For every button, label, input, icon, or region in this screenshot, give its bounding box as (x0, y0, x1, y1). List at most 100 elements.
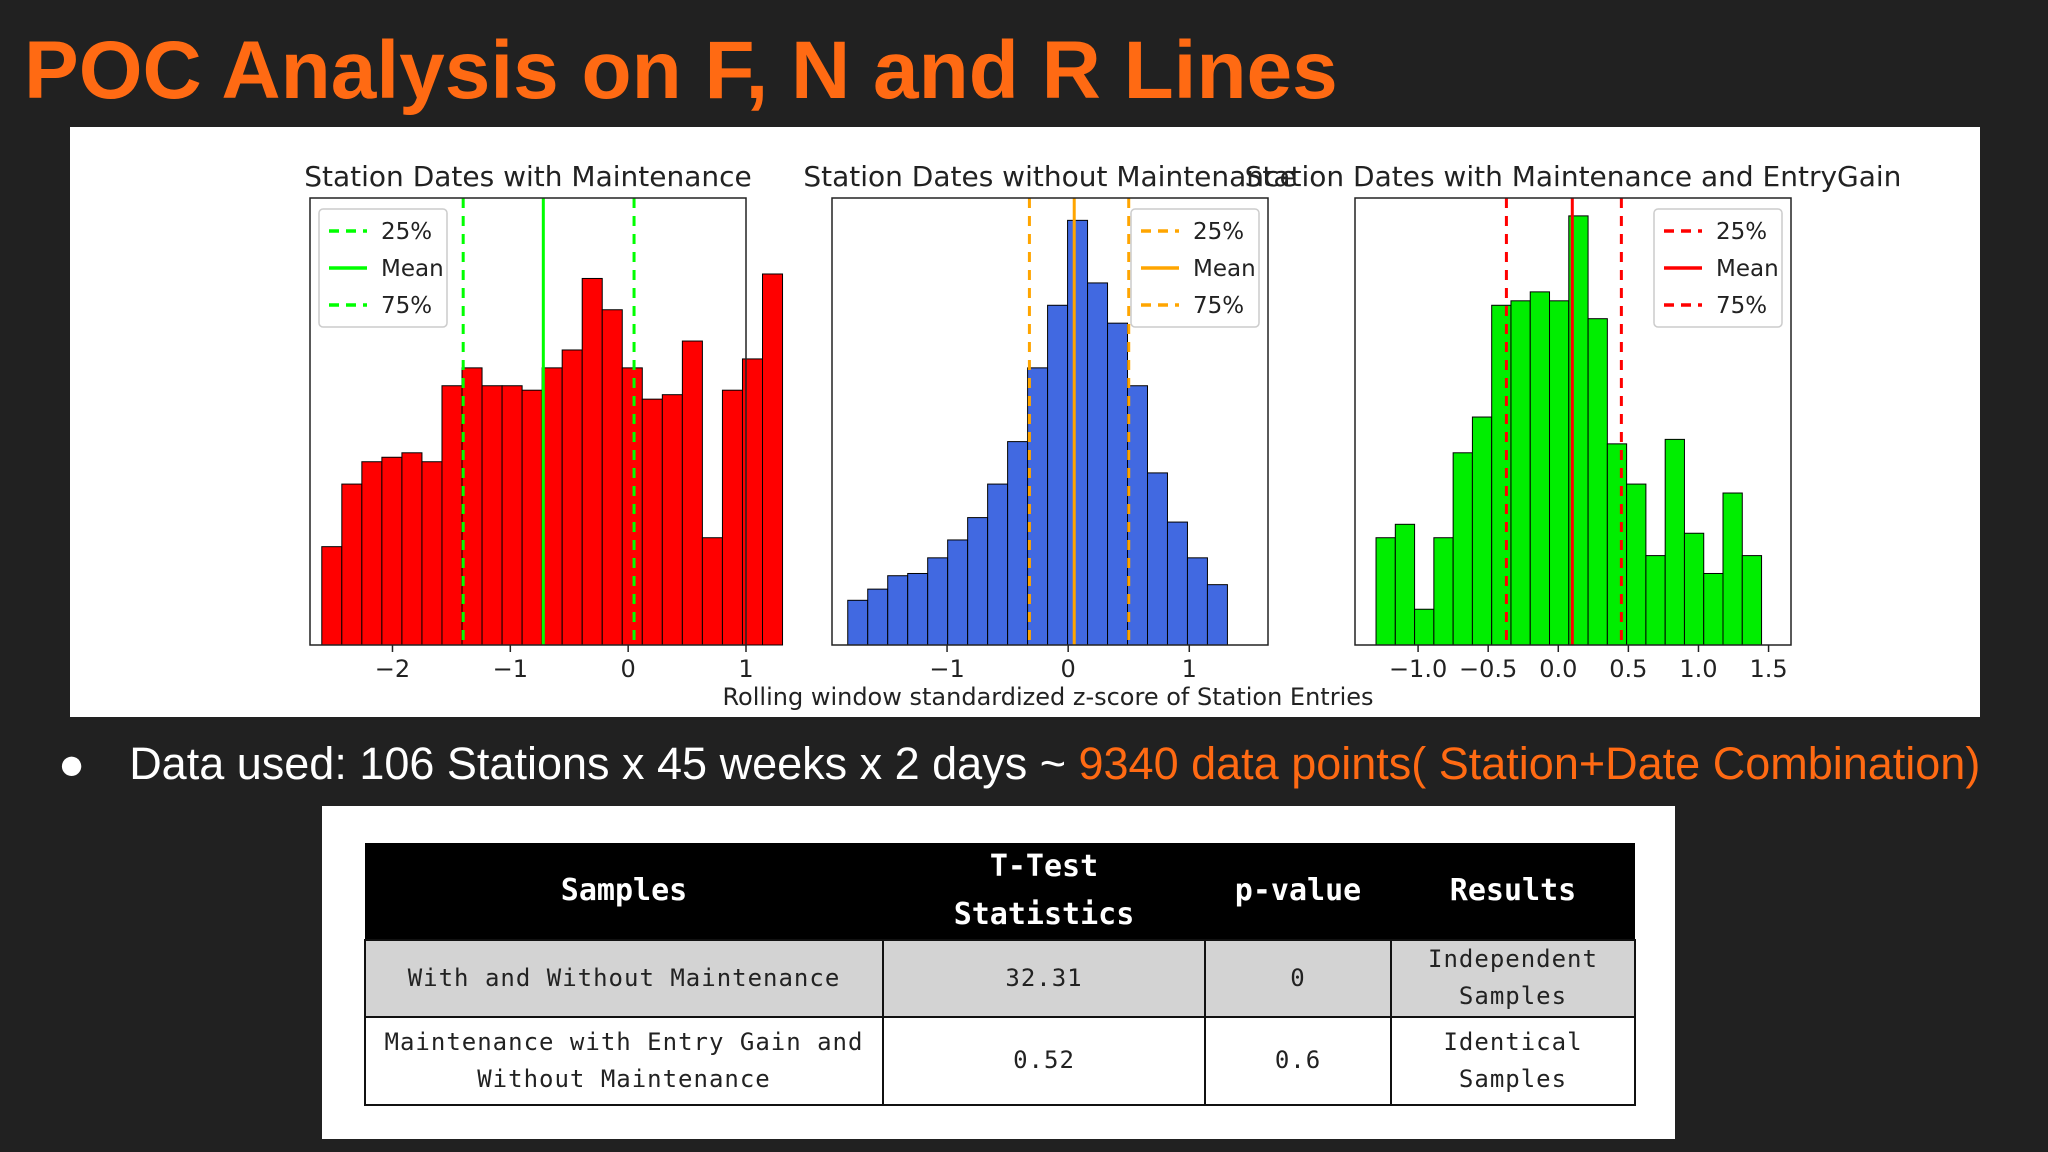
bullet-highlight: 9340 data points( Station+Date Combinati… (1078, 738, 1981, 789)
axes-frame (831, 197, 1269, 646)
x-tick-label: −1 (493, 655, 528, 683)
histogram-bar (561, 349, 583, 646)
chart-title: Station Dates with Maintenance and Entry… (1245, 160, 1902, 193)
histogram-bar (361, 461, 383, 646)
legend-box (318, 208, 448, 328)
x-tick-label: −2 (375, 655, 410, 683)
histogram-bar (1433, 537, 1454, 646)
cell-t-stat: 0.52 (882, 1015, 1206, 1107)
legend-label: Mean (1716, 256, 1779, 282)
x-tick-label: 0.5 (1609, 655, 1647, 683)
chart-title: Station Dates with Maintenance (304, 160, 751, 193)
histogram-bar (1146, 472, 1168, 646)
histogram-bar (1664, 438, 1685, 646)
histogram-bar (601, 309, 623, 646)
histogram-bar (441, 385, 463, 646)
histogram-bar (1166, 521, 1188, 646)
histogram-bar (1375, 537, 1396, 646)
histogram-bar (721, 389, 743, 646)
x-tick-label: 0.0 (1539, 655, 1577, 683)
x-tick-label: 0 (1061, 655, 1076, 683)
x-tick-label: −1 (929, 655, 964, 683)
axes-frame (309, 197, 747, 646)
histogram-bar (1471, 416, 1493, 646)
histogram-bar (1394, 523, 1416, 646)
histogram-bar (1549, 300, 1570, 646)
histogram-bar (1626, 483, 1647, 646)
histogram-bar (1206, 584, 1228, 646)
histogram-bar (1529, 291, 1551, 646)
histograms-svg: Station Dates with Maintenance −2 −1 0 1 25% M… (304, 160, 1902, 711)
histogram-bar (1645, 555, 1666, 646)
axes-frame (1354, 197, 1792, 646)
table-row: Maintenance with Entry Gain and Without … (364, 1015, 1636, 1107)
ttest-table-panel: Samples T-Test Statistics p-value Result… (322, 806, 1675, 1139)
histogram-bar (1087, 282, 1109, 646)
histogram-bar (1414, 608, 1435, 646)
cell-result: Identical Samples (1390, 1015, 1636, 1107)
legend-label: 75% (1716, 293, 1767, 319)
cell-samples: With and Without Maintenance (364, 939, 884, 1018)
histogram-bar (1683, 532, 1705, 646)
cell-p-value: 0.6 (1204, 1015, 1392, 1107)
histogram-bar (947, 539, 969, 646)
cell-result: Independent Samples (1390, 939, 1636, 1018)
histogram-bar (1007, 441, 1029, 646)
cell-p-value: 0 (1204, 939, 1392, 1018)
shared-x-axis-label: Rolling window standardized z-score of S… (722, 683, 1373, 711)
histogram-bar (681, 340, 703, 646)
histogram-bar (907, 572, 929, 646)
histogram-bar (461, 367, 483, 646)
histogram-bar (481, 385, 503, 646)
histogram-bar (421, 461, 443, 646)
histogram-bar (1606, 443, 1628, 646)
histogram-bar (1510, 300, 1531, 646)
histogram-bar (621, 367, 643, 646)
histogram-bar (1741, 555, 1763, 646)
histogram-bar (847, 599, 869, 646)
x-tick-label: 1.0 (1679, 655, 1717, 683)
legend-label: 25% (1193, 219, 1244, 245)
x-tick-label: 1.5 (1749, 655, 1787, 683)
header-t-test: T-Test Statistics (883, 843, 1205, 940)
cell-samples: Maintenance with Entry Gain and Without … (364, 1015, 884, 1107)
histogram-bar (1186, 557, 1208, 646)
histogram-bar (581, 277, 603, 646)
histogram-bar (1703, 572, 1724, 646)
table-row: With and Without Maintenance 32.31 0 Ind… (364, 939, 1636, 1018)
histogram-bar (401, 452, 423, 646)
histogram-bar (521, 389, 543, 646)
legend-box (1653, 208, 1783, 328)
histogram-bar (1452, 452, 1473, 646)
histogram-bar (1587, 318, 1608, 646)
slide-title: POC Analysis on F, N and R Lines (24, 25, 1338, 116)
histogram-bar (501, 385, 523, 646)
x-tick-label: 1 (738, 655, 753, 683)
histogram-bar (867, 588, 889, 646)
histogram-bar (541, 367, 563, 646)
histogram-bar (661, 394, 683, 646)
histogram-bar (1107, 322, 1129, 646)
data-used-bullet: ● Data used: 106 Stations x 45 weeks x 2 … (58, 738, 1980, 790)
ttest-table: Samples T-Test Statistics p-value Result… (364, 843, 1636, 1107)
bullet-marker: ● (58, 738, 86, 789)
legend-label: 25% (1716, 219, 1767, 245)
legend-label: 75% (1193, 293, 1244, 319)
histogram-bar (967, 517, 989, 646)
histogram-bar (381, 456, 403, 646)
header-samples: Samples (365, 843, 883, 940)
legend-label: 75% (381, 293, 432, 319)
legend-box (1130, 208, 1260, 328)
histogram-figure: Station Dates with Maintenance −2 −1 0 1 25% M… (70, 127, 1980, 717)
x-tick-label: −1.0 (1389, 655, 1447, 683)
histogram-bar (761, 273, 784, 646)
x-tick-label: 0 (621, 655, 636, 683)
x-tick-label: −0.5 (1459, 655, 1517, 683)
header-results: Results (1391, 843, 1635, 940)
chart-title: Station Dates without Maintenance (803, 160, 1296, 193)
histogram-bar (987, 483, 1009, 646)
x-tick-label: 1 (1182, 655, 1197, 683)
legend-label: Mean (1193, 256, 1256, 282)
histogram-bar (1491, 304, 1512, 646)
histogram-bar (701, 537, 723, 646)
